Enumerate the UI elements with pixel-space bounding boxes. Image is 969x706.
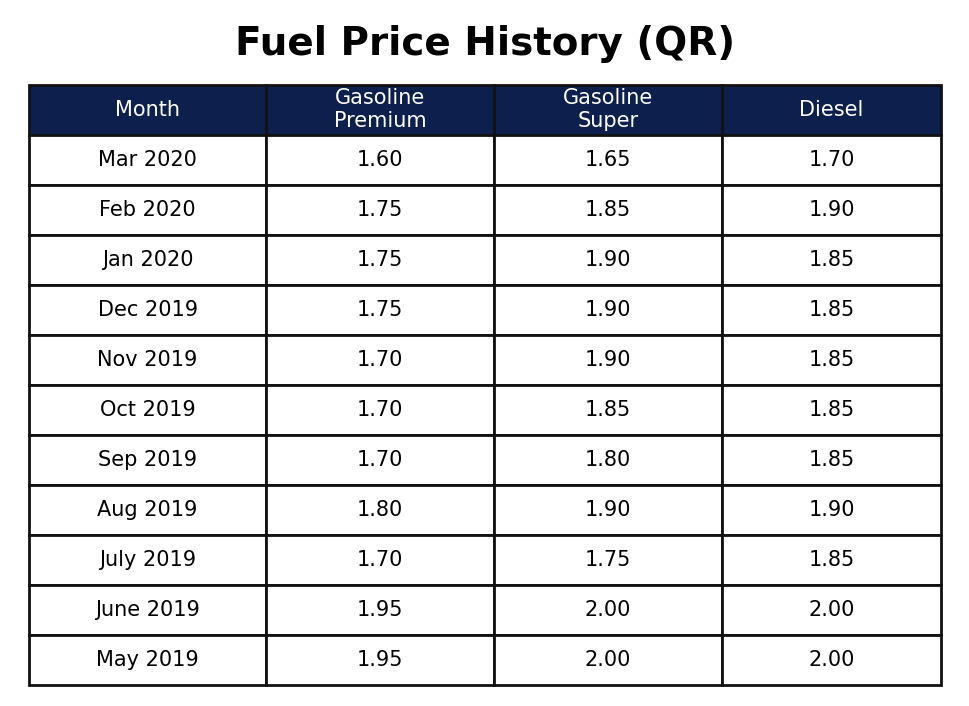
FancyBboxPatch shape <box>721 85 940 135</box>
Text: 1.75: 1.75 <box>357 300 403 320</box>
FancyBboxPatch shape <box>493 185 721 234</box>
FancyBboxPatch shape <box>493 635 721 685</box>
FancyBboxPatch shape <box>721 435 940 485</box>
Text: Dec 2019: Dec 2019 <box>98 300 198 320</box>
Text: 2.00: 2.00 <box>807 600 854 620</box>
FancyBboxPatch shape <box>721 234 940 285</box>
FancyBboxPatch shape <box>721 135 940 185</box>
Text: 1.75: 1.75 <box>357 200 403 220</box>
FancyBboxPatch shape <box>266 285 493 335</box>
Text: Mar 2020: Mar 2020 <box>98 150 197 169</box>
FancyBboxPatch shape <box>29 185 266 234</box>
FancyBboxPatch shape <box>721 185 940 234</box>
Text: 1.80: 1.80 <box>584 450 631 469</box>
FancyBboxPatch shape <box>493 335 721 385</box>
FancyBboxPatch shape <box>266 585 493 635</box>
FancyBboxPatch shape <box>721 535 940 585</box>
Text: Jan 2020: Jan 2020 <box>102 250 193 270</box>
Text: 1.60: 1.60 <box>357 150 403 169</box>
Text: 1.95: 1.95 <box>357 650 403 670</box>
Text: 1.90: 1.90 <box>584 349 631 370</box>
Text: 1.80: 1.80 <box>357 500 403 520</box>
Text: May 2019: May 2019 <box>96 650 199 670</box>
FancyBboxPatch shape <box>493 585 721 635</box>
FancyBboxPatch shape <box>721 635 940 685</box>
Text: 1.75: 1.75 <box>357 250 403 270</box>
Text: 1.70: 1.70 <box>357 450 403 469</box>
FancyBboxPatch shape <box>266 135 493 185</box>
FancyBboxPatch shape <box>29 585 266 635</box>
FancyBboxPatch shape <box>266 335 493 385</box>
Text: Aug 2019: Aug 2019 <box>97 500 198 520</box>
Text: Diesel: Diesel <box>798 100 862 120</box>
FancyBboxPatch shape <box>29 85 266 135</box>
FancyBboxPatch shape <box>29 285 266 335</box>
Text: 1.85: 1.85 <box>584 200 631 220</box>
FancyBboxPatch shape <box>29 335 266 385</box>
Text: Nov 2019: Nov 2019 <box>97 349 198 370</box>
FancyBboxPatch shape <box>493 234 721 285</box>
Text: 1.75: 1.75 <box>584 550 631 570</box>
Text: Oct 2019: Oct 2019 <box>100 400 196 420</box>
Text: 1.85: 1.85 <box>807 300 854 320</box>
Text: 1.85: 1.85 <box>807 550 854 570</box>
Text: Month: Month <box>115 100 180 120</box>
Text: Fuel Price History (QR): Fuel Price History (QR) <box>234 25 735 63</box>
Text: 1.70: 1.70 <box>807 150 854 169</box>
FancyBboxPatch shape <box>493 485 721 535</box>
FancyBboxPatch shape <box>493 135 721 185</box>
FancyBboxPatch shape <box>721 285 940 335</box>
Text: 2.00: 2.00 <box>584 650 631 670</box>
Text: Gasoline
Premium: Gasoline Premium <box>333 88 426 131</box>
FancyBboxPatch shape <box>266 435 493 485</box>
Text: 1.90: 1.90 <box>807 500 854 520</box>
Text: 1.70: 1.70 <box>357 550 403 570</box>
FancyBboxPatch shape <box>493 435 721 485</box>
FancyBboxPatch shape <box>266 635 493 685</box>
FancyBboxPatch shape <box>493 385 721 435</box>
FancyBboxPatch shape <box>266 85 493 135</box>
Text: 1.85: 1.85 <box>807 400 854 420</box>
Text: 1.85: 1.85 <box>807 450 854 469</box>
FancyBboxPatch shape <box>721 585 940 635</box>
FancyBboxPatch shape <box>266 385 493 435</box>
FancyBboxPatch shape <box>493 535 721 585</box>
FancyBboxPatch shape <box>493 285 721 335</box>
Text: Sep 2019: Sep 2019 <box>98 450 197 469</box>
Text: 1.70: 1.70 <box>357 349 403 370</box>
FancyBboxPatch shape <box>29 135 266 185</box>
FancyBboxPatch shape <box>266 234 493 285</box>
Text: Feb 2020: Feb 2020 <box>99 200 196 220</box>
FancyBboxPatch shape <box>29 385 266 435</box>
Text: 1.85: 1.85 <box>807 349 854 370</box>
FancyBboxPatch shape <box>29 535 266 585</box>
FancyBboxPatch shape <box>493 85 721 135</box>
Text: 1.90: 1.90 <box>584 500 631 520</box>
Text: 2.00: 2.00 <box>807 650 854 670</box>
Text: July 2019: July 2019 <box>99 550 196 570</box>
Text: 1.85: 1.85 <box>584 400 631 420</box>
FancyBboxPatch shape <box>721 335 940 385</box>
Text: June 2019: June 2019 <box>95 600 200 620</box>
FancyBboxPatch shape <box>266 535 493 585</box>
FancyBboxPatch shape <box>266 185 493 234</box>
Text: 2.00: 2.00 <box>584 600 631 620</box>
Text: 1.85: 1.85 <box>807 250 854 270</box>
FancyBboxPatch shape <box>266 485 493 535</box>
Text: 1.90: 1.90 <box>584 300 631 320</box>
Text: Gasoline
Super: Gasoline Super <box>562 88 652 131</box>
Text: 1.70: 1.70 <box>357 400 403 420</box>
FancyBboxPatch shape <box>29 485 266 535</box>
FancyBboxPatch shape <box>29 435 266 485</box>
FancyBboxPatch shape <box>721 485 940 535</box>
Text: 1.90: 1.90 <box>584 250 631 270</box>
FancyBboxPatch shape <box>29 635 266 685</box>
FancyBboxPatch shape <box>29 234 266 285</box>
FancyBboxPatch shape <box>721 385 940 435</box>
Text: 1.90: 1.90 <box>807 200 854 220</box>
Text: 1.95: 1.95 <box>357 600 403 620</box>
Text: 1.65: 1.65 <box>584 150 631 169</box>
